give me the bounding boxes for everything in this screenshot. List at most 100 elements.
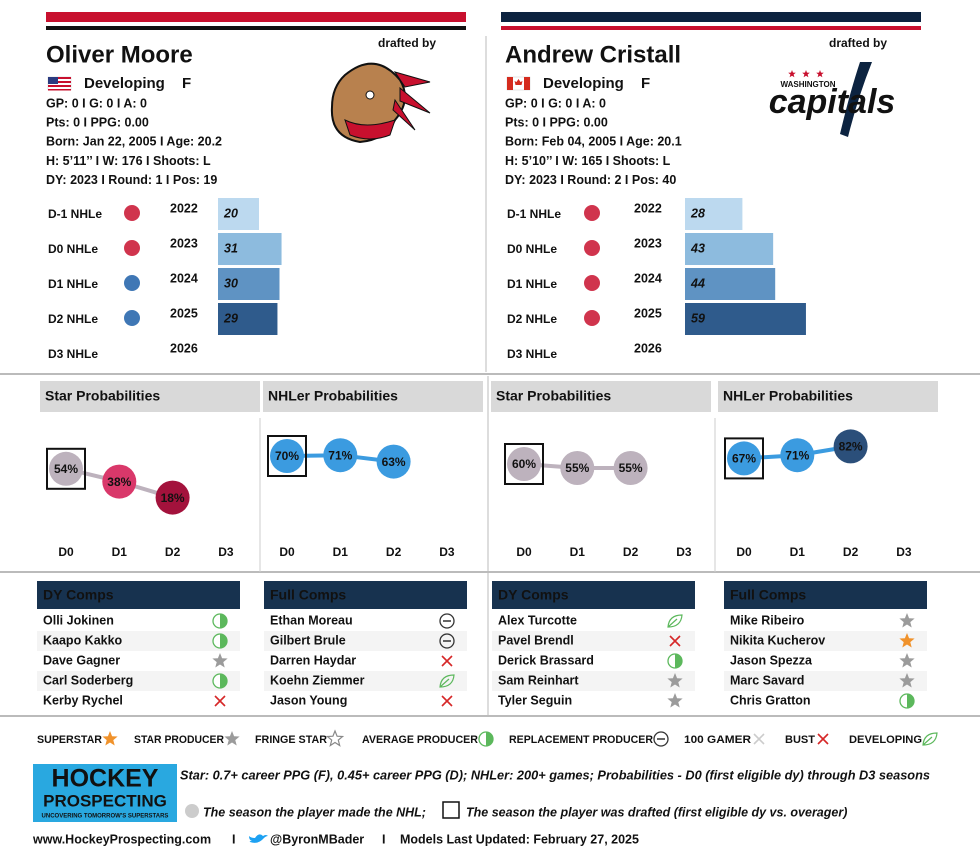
x-label: D3 bbox=[439, 545, 455, 559]
flag-usa bbox=[47, 76, 72, 91]
note: The season the player was drafted (first… bbox=[466, 805, 847, 819]
comps-title: DY Comps bbox=[43, 587, 114, 603]
prob-label: 71% bbox=[785, 448, 809, 462]
stat-line: H: 5’10’’ I W: 165 I Shoots: L bbox=[505, 154, 671, 168]
nhle-value: 31 bbox=[224, 241, 238, 255]
row-band bbox=[37, 671, 240, 691]
footer-link: Models Last Updated: February 27, 2025 bbox=[400, 832, 639, 846]
tier-icon bbox=[899, 673, 915, 688]
nhle-value: 20 bbox=[223, 206, 238, 220]
nhle-label: D3 NHLe bbox=[48, 347, 98, 361]
panel-title: Star Probabilities bbox=[496, 388, 611, 404]
comps-header bbox=[264, 581, 467, 609]
comp-name: Dave Gagner bbox=[43, 653, 120, 667]
prob-label: 54% bbox=[54, 462, 78, 476]
row-band bbox=[264, 671, 467, 691]
tier-icon bbox=[212, 653, 228, 668]
stat-line: DY: 2023 I Round: 2 I Pos: 40 bbox=[505, 173, 676, 187]
prob-dot bbox=[155, 480, 190, 515]
prob-label: 55% bbox=[565, 461, 589, 475]
nhle-label: D3 NHLe bbox=[507, 347, 557, 361]
panel-header bbox=[40, 381, 260, 412]
prob-dot bbox=[833, 429, 868, 464]
row-band bbox=[264, 631, 467, 651]
comp-name: Kaapo Kakko bbox=[43, 633, 123, 647]
tier-icon bbox=[439, 613, 455, 629]
prob-dot bbox=[727, 441, 761, 476]
prob-dot bbox=[560, 451, 595, 485]
nhle-year: 2024 bbox=[634, 271, 662, 285]
tier-icon bbox=[922, 732, 938, 746]
comp-name: Jason Young bbox=[270, 693, 347, 707]
tier-icon bbox=[486, 732, 493, 746]
note: The season the player made the NHL; bbox=[203, 805, 426, 819]
prob-label: 60% bbox=[512, 457, 536, 471]
prob-label: 55% bbox=[619, 461, 643, 475]
prob-dot bbox=[507, 447, 541, 481]
drafted-box bbox=[724, 437, 764, 480]
footer-link: I bbox=[232, 832, 235, 846]
tier-icon bbox=[441, 695, 453, 707]
nhle-label: D2 NHLe bbox=[48, 312, 98, 326]
comp-name: Jason Spezza bbox=[730, 653, 813, 667]
nhle-label: D1 NHLe bbox=[48, 277, 98, 291]
nhle-year: 2026 bbox=[170, 341, 198, 355]
panel-title: NHLer Probabilities bbox=[268, 388, 398, 404]
prob-label: 67% bbox=[732, 452, 756, 466]
nhle-bar bbox=[218, 233, 282, 265]
nhle-label: D1 NHLe bbox=[507, 277, 557, 291]
tier-icon bbox=[224, 731, 240, 746]
stat-line: GP: 0 I G: 0 I A: 0 bbox=[505, 96, 606, 110]
top-bar bbox=[501, 26, 921, 30]
legend-label: 100 GAMER bbox=[684, 734, 751, 746]
nhle-label: D-1 NHLe bbox=[48, 207, 102, 221]
row-band bbox=[724, 671, 927, 691]
comp-name: Derick Brassard bbox=[498, 653, 594, 667]
prob-dot bbox=[780, 438, 815, 473]
comps-header bbox=[492, 581, 695, 609]
league-logo bbox=[124, 310, 140, 326]
stat-line: Pts: 0 I PPG: 0.00 bbox=[46, 115, 149, 129]
comps-header bbox=[724, 581, 927, 609]
x-label: D0 bbox=[516, 545, 532, 559]
row-band bbox=[492, 671, 695, 691]
x-label: D0 bbox=[58, 545, 74, 559]
top-bar bbox=[501, 12, 921, 22]
legend-box bbox=[442, 801, 460, 819]
drafted-by: drafted by bbox=[829, 36, 887, 50]
row-band bbox=[37, 631, 240, 651]
note: Star: 0.7+ career PPG (F), 0.45+ career … bbox=[180, 768, 930, 782]
comp-name: Mike Ribeiro bbox=[730, 613, 805, 627]
stat-line: Pts: 0 I PPG: 0.00 bbox=[505, 115, 608, 129]
prob-dot bbox=[323, 438, 358, 473]
tier-icon bbox=[325, 729, 345, 747]
tier-icon bbox=[899, 653, 915, 668]
tier-icon bbox=[220, 614, 227, 628]
panel-header bbox=[491, 381, 711, 412]
nhle-label: D0 NHLe bbox=[507, 242, 557, 256]
brand-logo bbox=[33, 764, 177, 822]
panel-title: NHLer Probabilities bbox=[723, 388, 853, 404]
x-label: D3 bbox=[896, 545, 912, 559]
panel-header bbox=[263, 381, 483, 412]
twitter-icon bbox=[249, 834, 268, 843]
x-label: D1 bbox=[333, 545, 349, 559]
nhle-bar bbox=[685, 198, 743, 230]
comp-name: Pavel Brendl bbox=[498, 633, 574, 647]
nhle-bar bbox=[218, 198, 259, 230]
prob-dot bbox=[613, 451, 648, 485]
comp-name: Olli Jokinen bbox=[43, 613, 114, 627]
brand-text: PROSPECTING bbox=[43, 791, 167, 810]
nhle-year: 2022 bbox=[634, 201, 662, 215]
league-logo bbox=[584, 240, 600, 256]
comp-name: Kerby Rychel bbox=[43, 693, 123, 707]
nhle-label: D-1 NHLe bbox=[507, 207, 561, 221]
tier-icon bbox=[441, 655, 453, 667]
nhle-bar bbox=[685, 233, 774, 265]
footer-link: I bbox=[382, 832, 385, 846]
status: Developing bbox=[543, 75, 624, 92]
legend-label: FRINGE STAR bbox=[255, 734, 327, 746]
x-label: D2 bbox=[623, 545, 639, 559]
stat-line: Born: Jan 22, 2005 I Age: 20.2 bbox=[46, 135, 222, 149]
